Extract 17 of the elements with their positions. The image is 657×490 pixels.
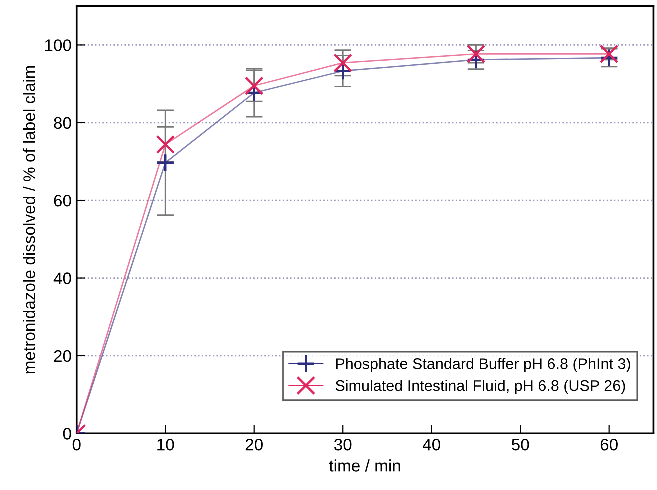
x-tick-label: 30 [334,438,352,451]
y-tick-label: 40 [54,272,72,284]
y-tick-label: 80 [54,117,72,130]
x-tick-label: 10 [158,438,174,451]
legend-label: Simulated Intestinal Fluid, pH 6.8 (USP 26) [336,380,626,394]
x-tick-label: 0 [72,438,81,451]
x-tick-label: 40 [422,438,440,451]
legend-label: Phosphate Standard Buffer pH 6.8 (PhInt 3) [336,358,630,372]
y-tick-label: 100 [45,40,72,52]
x-tick-label: 20 [246,438,263,451]
x-tick-label: 50 [512,438,530,451]
y-axis-title: metronidazole dissolved / % of label claim [23,66,36,374]
y-tick-label: 20 [54,350,72,362]
y-tick-label: 0 [63,428,72,440]
x-tick-label: 60 [600,438,618,451]
x-axis-title: time / min [329,460,400,472]
y-tick-label: 60 [54,194,72,207]
